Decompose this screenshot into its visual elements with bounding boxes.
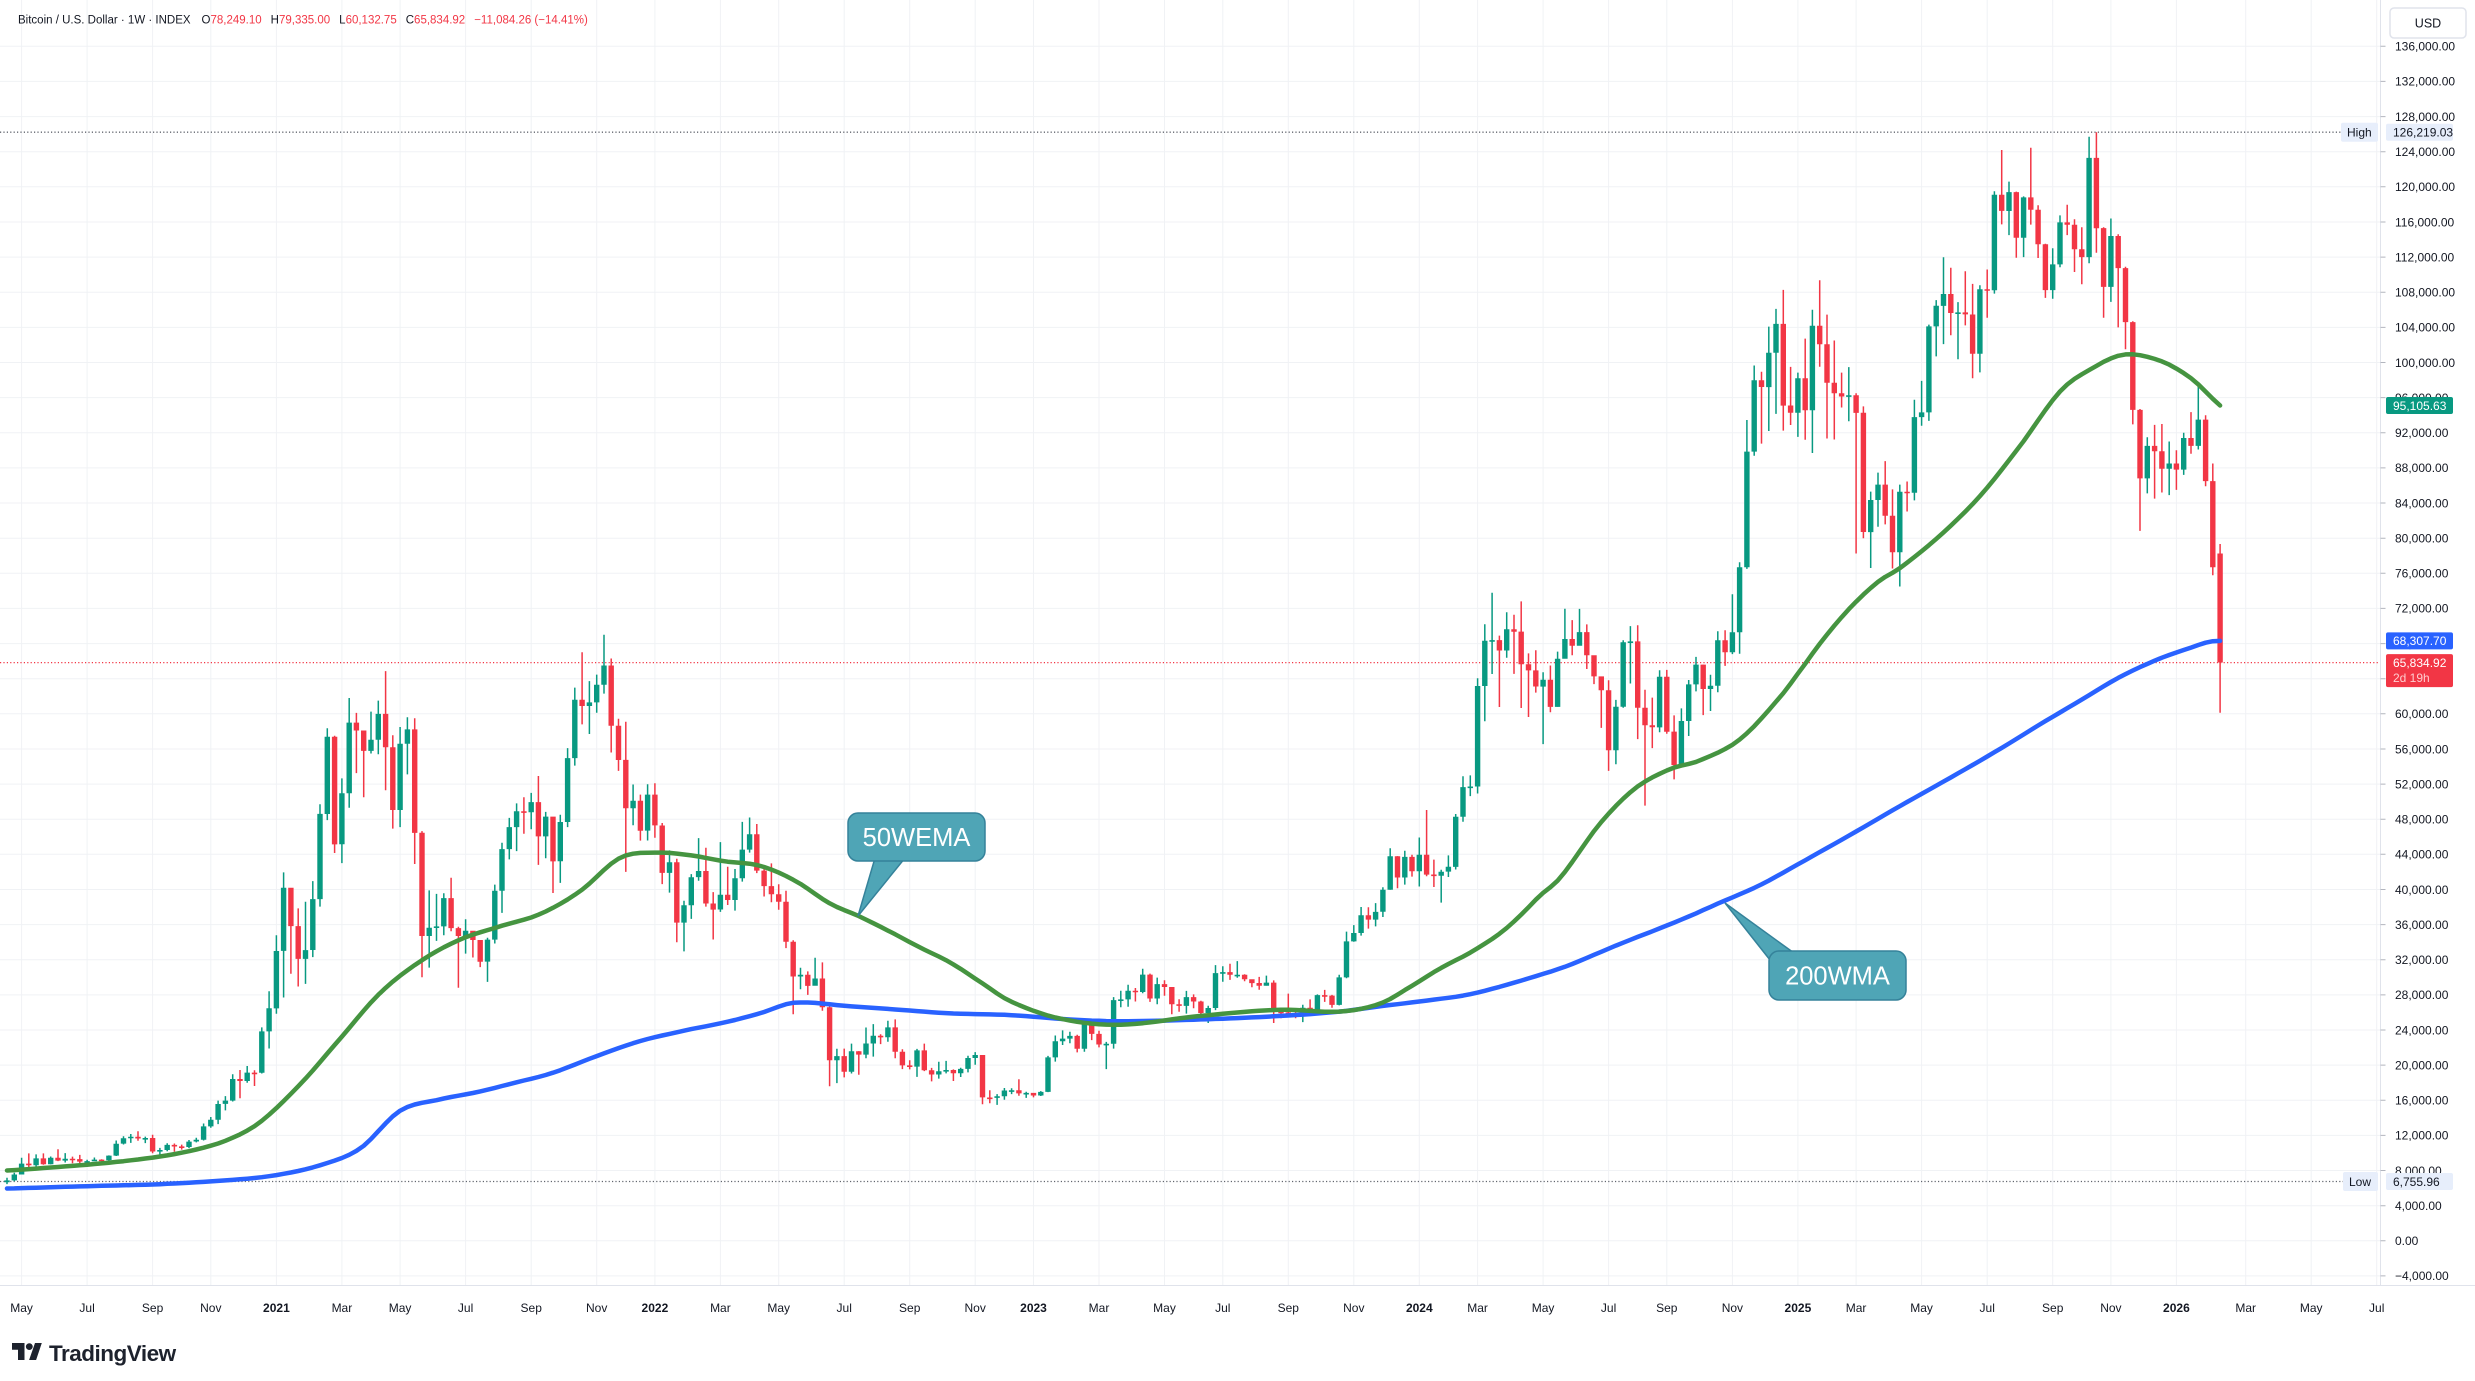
svg-text:Nov: Nov xyxy=(2100,1301,2121,1315)
svg-text:May: May xyxy=(2300,1301,2323,1315)
svg-text:6,755.96: 6,755.96 xyxy=(2393,1175,2440,1189)
svg-text:Sep: Sep xyxy=(899,1301,921,1315)
svg-text:80,000.00: 80,000.00 xyxy=(2395,532,2449,546)
svg-text:Jul: Jul xyxy=(1601,1301,1616,1315)
svg-text:Sep: Sep xyxy=(142,1301,164,1315)
svg-text:Nov: Nov xyxy=(1343,1301,1364,1315)
svg-text:4,000.00: 4,000.00 xyxy=(2395,1199,2442,1213)
svg-text:120,000.00: 120,000.00 xyxy=(2395,180,2455,194)
svg-text:92,000.00: 92,000.00 xyxy=(2395,426,2449,440)
svg-text:Mar: Mar xyxy=(1846,1301,1867,1315)
svg-text:65,834.92: 65,834.92 xyxy=(2393,656,2447,670)
svg-text:40,000.00: 40,000.00 xyxy=(2395,883,2449,897)
svg-text:Nov: Nov xyxy=(1722,1301,1743,1315)
svg-text:Sep: Sep xyxy=(1656,1301,1678,1315)
svg-text:Nov: Nov xyxy=(200,1301,221,1315)
svg-text:12,000.00: 12,000.00 xyxy=(2395,1129,2449,1143)
svg-text:50WEMA: 50WEMA xyxy=(863,824,971,852)
svg-text:24,000.00: 24,000.00 xyxy=(2395,1023,2449,1037)
svg-text:2023: 2023 xyxy=(1020,1301,1047,1315)
svg-text:108,000.00: 108,000.00 xyxy=(2395,286,2455,300)
svg-text:112,000.00: 112,000.00 xyxy=(2395,250,2454,264)
svg-text:May: May xyxy=(1910,1301,1933,1315)
svg-text:104,000.00: 104,000.00 xyxy=(2395,321,2455,335)
svg-text:200WMA: 200WMA xyxy=(1785,963,1890,991)
svg-text:28,000.00: 28,000.00 xyxy=(2395,988,2449,1002)
svg-text:2d 19h: 2d 19h xyxy=(2393,671,2430,685)
svg-text:128,000.00: 128,000.00 xyxy=(2395,110,2455,124)
svg-text:84,000.00: 84,000.00 xyxy=(2395,496,2449,510)
svg-text:72,000.00: 72,000.00 xyxy=(2395,602,2449,616)
svg-text:High: High xyxy=(2347,126,2372,140)
svg-text:−4,000.00: −4,000.00 xyxy=(2395,1269,2449,1283)
svg-text:May: May xyxy=(1153,1301,1176,1315)
svg-text:Bitcoin / U.S. Dollar · 1W · I: Bitcoin / U.S. Dollar · 1W · INDEX O78,24… xyxy=(18,15,588,27)
svg-text:Mar: Mar xyxy=(1467,1301,1488,1315)
svg-text:52,000.00: 52,000.00 xyxy=(2395,777,2449,791)
svg-text:TradingView: TradingView xyxy=(49,1341,177,1366)
svg-text:0.00: 0.00 xyxy=(2395,1234,2419,1248)
svg-text:Jul: Jul xyxy=(79,1301,94,1315)
svg-text:95,105.63: 95,105.63 xyxy=(2393,399,2447,413)
svg-text:132,000.00: 132,000.00 xyxy=(2395,75,2455,89)
svg-text:Mar: Mar xyxy=(1089,1301,1110,1315)
svg-text:20,000.00: 20,000.00 xyxy=(2395,1058,2449,1072)
svg-text:May: May xyxy=(389,1301,412,1315)
svg-text:Jul: Jul xyxy=(2369,1301,2384,1315)
svg-text:Jul: Jul xyxy=(1215,1301,1230,1315)
svg-text:56,000.00: 56,000.00 xyxy=(2395,742,2449,756)
svg-text:May: May xyxy=(767,1301,790,1315)
svg-text:Low: Low xyxy=(2349,1175,2371,1189)
svg-text:Mar: Mar xyxy=(710,1301,731,1315)
svg-text:Sep: Sep xyxy=(2042,1301,2064,1315)
svg-text:Nov: Nov xyxy=(586,1301,607,1315)
svg-text:May: May xyxy=(10,1301,33,1315)
svg-text:2022: 2022 xyxy=(642,1301,669,1315)
svg-text:88,000.00: 88,000.00 xyxy=(2395,461,2449,475)
svg-text:136,000.00: 136,000.00 xyxy=(2395,40,2455,54)
svg-text:100,000.00: 100,000.00 xyxy=(2395,356,2455,370)
svg-text:Sep: Sep xyxy=(1278,1301,1300,1315)
svg-text:Nov: Nov xyxy=(965,1301,986,1315)
svg-text:60,000.00: 60,000.00 xyxy=(2395,707,2449,721)
svg-text:68,307.70: 68,307.70 xyxy=(2393,634,2447,648)
svg-text:48,000.00: 48,000.00 xyxy=(2395,813,2449,827)
svg-text:124,000.00: 124,000.00 xyxy=(2395,145,2455,159)
svg-text:USD: USD xyxy=(2415,17,2441,31)
svg-text:Sep: Sep xyxy=(521,1301,543,1315)
svg-text:76,000.00: 76,000.00 xyxy=(2395,567,2449,581)
svg-text:May: May xyxy=(1532,1301,1555,1315)
svg-text:Jul: Jul xyxy=(1980,1301,1995,1315)
svg-text:2024: 2024 xyxy=(1406,1301,1433,1315)
svg-text:126,219.03: 126,219.03 xyxy=(2393,126,2453,140)
svg-text:16,000.00: 16,000.00 xyxy=(2395,1094,2449,1108)
svg-text:32,000.00: 32,000.00 xyxy=(2395,953,2449,967)
svg-text:44,000.00: 44,000.00 xyxy=(2395,848,2449,862)
svg-text:2026: 2026 xyxy=(2163,1301,2190,1315)
svg-text:36,000.00: 36,000.00 xyxy=(2395,918,2449,932)
svg-text:116,000.00: 116,000.00 xyxy=(2395,215,2454,229)
svg-text:Mar: Mar xyxy=(332,1301,353,1315)
svg-text:2021: 2021 xyxy=(263,1301,290,1315)
svg-text:Jul: Jul xyxy=(458,1301,473,1315)
svg-text:Jul: Jul xyxy=(837,1301,852,1315)
svg-text:2025: 2025 xyxy=(1785,1301,1812,1315)
svg-text:Mar: Mar xyxy=(2235,1301,2256,1315)
